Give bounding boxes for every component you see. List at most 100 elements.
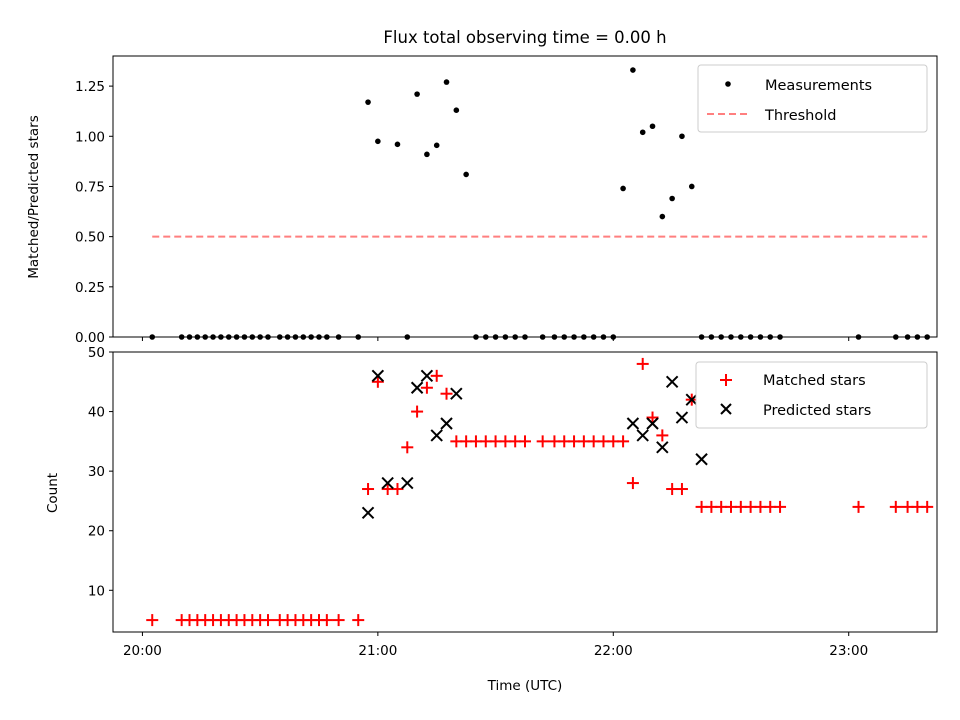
top-legend-box	[697, 64, 928, 133]
predicted-star-point-b	[626, 417, 640, 430]
bottom-plot-frame	[112, 351, 938, 633]
predicted-star-point	[695, 453, 708, 466]
measurement-point	[453, 107, 460, 113]
matched-star-point	[430, 369, 443, 382]
predicted-star-point-b	[430, 429, 443, 442]
measurement-point	[443, 79, 450, 85]
bottom-y-tick-label: 30	[88, 464, 105, 480]
measurement-point	[630, 67, 636, 73]
matched-star-point	[636, 357, 649, 370]
measurement-point	[688, 183, 695, 190]
predicted-star-point-b	[665, 375, 679, 388]
predicted-star-point-b	[695, 453, 708, 466]
predicted-star-point-b	[675, 411, 689, 424]
predicted-star-point	[646, 417, 659, 430]
predicted-star-point	[636, 429, 649, 442]
legend-threshold-label: Threshold	[764, 108, 836, 124]
matched-star-point	[261, 614, 274, 627]
x-tick-label: 23:00	[829, 643, 868, 659]
bottom-y-tick-label: 40	[88, 405, 105, 421]
bottom-y-tick-label: 50	[88, 345, 105, 361]
matched-star-point	[440, 387, 453, 400]
measurement-point	[375, 138, 381, 145]
matched-star-point	[656, 429, 669, 442]
predicted-star-point-b	[410, 381, 424, 394]
predicted-star-point	[675, 411, 689, 424]
matched-star-point	[420, 381, 433, 394]
top-y-tick-label: 0.75	[75, 179, 105, 195]
matched-star-point	[146, 614, 159, 627]
matched-star-point	[617, 435, 630, 448]
measurement-point	[679, 133, 685, 140]
predicted-star-point-b	[685, 393, 698, 406]
measurement-point	[365, 99, 371, 105]
top-y-tick-label: 0.50	[75, 230, 105, 246]
matched-star-point	[391, 483, 404, 496]
predicted-star-point	[430, 429, 443, 442]
matched-star-point	[921, 500, 934, 513]
measurement-point	[620, 185, 626, 192]
predicted-star-point-b	[420, 369, 434, 383]
measurement-point	[649, 123, 656, 130]
predicted-star-point	[665, 375, 679, 388]
predicted-star-point	[440, 417, 453, 430]
matched-star-point	[401, 441, 414, 454]
predicted-star-point-b	[381, 476, 394, 490]
predicted-star-point	[381, 476, 394, 490]
predicted-star-point-b	[646, 417, 659, 430]
top-y-tick-label: 0.25	[75, 280, 105, 296]
x-tick-label: 21:00	[358, 643, 397, 659]
bottom-legend-box	[695, 361, 928, 429]
measurement-point	[433, 142, 440, 149]
matched-star-point	[332, 614, 345, 627]
bottom-y-axis-label: Count	[45, 473, 61, 513]
matched-star-point	[371, 375, 384, 388]
matched-star-point	[626, 477, 639, 490]
top-y-tick-label: 1.25	[75, 79, 105, 95]
legend-measurements-label: Measurements	[765, 78, 872, 94]
predicted-star-point-b	[636, 429, 649, 442]
bottom-legend: Matched stars Predicted stars	[695, 361, 928, 429]
predicted-star-point-b	[401, 476, 414, 490]
top-plot-frame	[112, 55, 938, 338]
legend-matched-label: Matched stars	[763, 373, 866, 389]
predicted-star-point-b	[440, 417, 453, 430]
predicted-star-point-b	[656, 441, 669, 454]
predicted-star-point	[626, 417, 640, 430]
top-chart-title: Flux total observing time = 0.00 h	[383, 28, 666, 47]
matched-star-point	[536, 435, 549, 448]
predicted-star-point	[450, 387, 463, 400]
legend-predicted-marker-b	[720, 403, 732, 415]
matched-star-point	[362, 483, 375, 496]
predicted-star-point	[656, 441, 669, 454]
predicted-star-point	[410, 381, 424, 394]
matched-star-point	[320, 614, 333, 627]
measurement-point	[639, 129, 646, 136]
top-y-tick-label: 1.00	[75, 129, 105, 145]
measurement-point	[463, 171, 469, 178]
x-tick-label: 22:00	[594, 643, 633, 659]
measurement-point	[424, 151, 430, 158]
legend-predicted-label: Predicted stars	[763, 403, 871, 419]
bottom-panel: 20:0021:0022:0023:0000:0001:0002:0010203…	[88, 345, 934, 659]
predicted-star-point-b	[371, 369, 385, 383]
predicted-star-point	[361, 506, 375, 520]
matched-star-point	[889, 500, 902, 513]
measurement-point	[669, 195, 675, 202]
predicted-star-point	[371, 369, 385, 383]
top-y-tick-label: 0.00	[75, 330, 105, 346]
top-panel: 0.00 0.25 0.50 0.75 1.00 1.25	[75, 67, 930, 346]
predicted-star-point	[420, 369, 434, 383]
top-y-axis-label: Matched/Predicted stars	[26, 115, 42, 278]
matched-star-point	[852, 500, 865, 513]
measurement-point	[659, 213, 666, 220]
predicted-star-point	[685, 393, 698, 406]
top-legend: Measurements Threshold	[697, 64, 928, 133]
bottom-y-tick-label: 10	[88, 583, 105, 599]
measurement-point	[394, 141, 401, 148]
matched-star-point	[675, 483, 688, 496]
x-axis-label: Time (UTC)	[487, 678, 563, 694]
predicted-star-point-b	[450, 387, 463, 400]
legend-measurements-marker	[725, 81, 731, 87]
